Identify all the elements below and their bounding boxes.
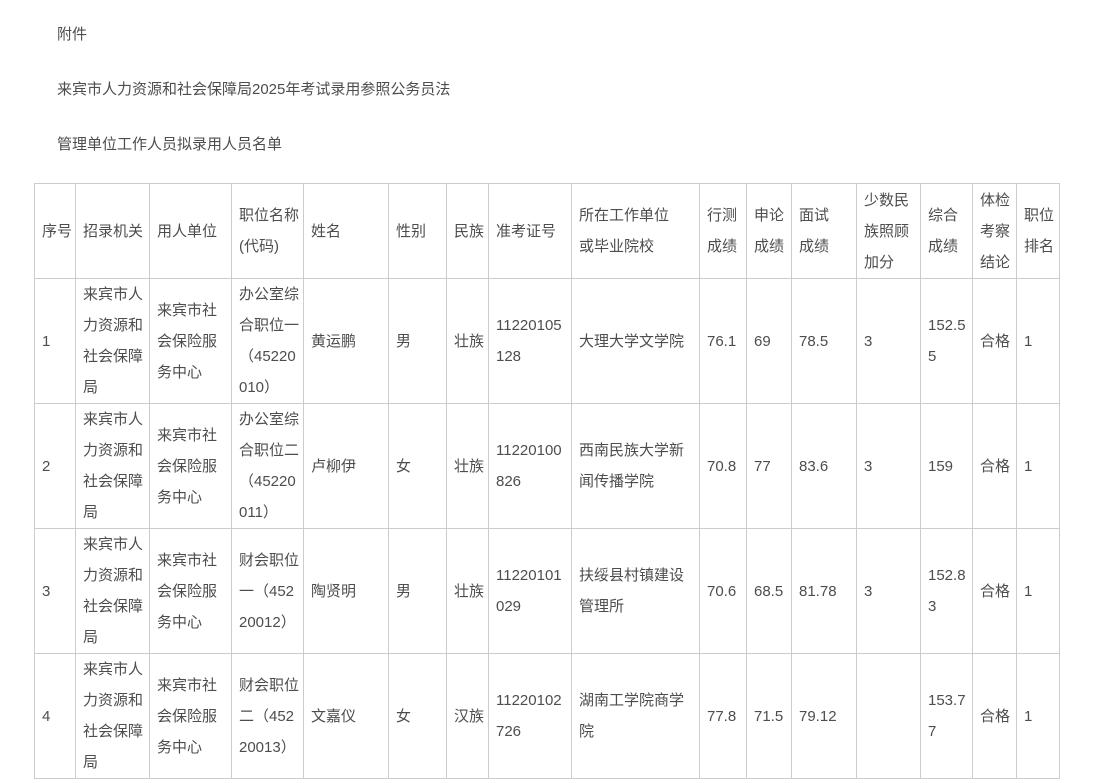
cell-name: 黄运鹏 — [303, 278, 389, 404]
cell-agency: 来宾市人力资源和社会保障局 — [75, 278, 150, 404]
cell-shenlun-score: 68.5 — [746, 528, 792, 654]
table-row: 3 来宾市人力资源和社会保障局 来宾市社会保险服务中心 财会职位一（45220012）… — [34, 528, 1060, 654]
cell-composite-score: 152.55 — [920, 278, 973, 404]
header-cell-xingce-score: 行测 成绩 — [699, 183, 747, 279]
cell-physical-review: 合格 — [972, 528, 1017, 654]
cell-agency: 来宾市人力资源和社会保障局 — [75, 528, 150, 654]
cell-agency: 来宾市人力资源和社会保障局 — [75, 403, 150, 529]
recruitment-table: 序号 招录机关 用人单位 职位名称 (代码) 姓名 性别 民族 准考证号 所在工作单位 或毕业院… — [34, 183, 1060, 779]
cell-employer: 来宾市社会保险服务中心 — [149, 653, 232, 779]
header-cell-employer: 用人单位 — [149, 183, 232, 279]
cell-minority-bonus: 3 — [856, 403, 921, 529]
cell-rank: 1 — [1016, 403, 1060, 529]
cell-composite-score: 159 — [920, 403, 973, 529]
cell-minority-bonus — [856, 653, 921, 779]
cell-ticket-no: 11220101029 — [488, 528, 572, 654]
cell-rank: 1 — [1016, 653, 1060, 779]
cell-gender: 女 — [388, 403, 447, 529]
cell-interview-score: 78.5 — [791, 278, 857, 404]
cell-composite-score: 153.77 — [920, 653, 973, 779]
cell-rank: 1 — [1016, 528, 1060, 654]
cell-name: 卢柳伊 — [303, 403, 389, 529]
cell-shenlun-score: 77 — [746, 403, 792, 529]
cell-name: 文嘉仪 — [303, 653, 389, 779]
cell-xingce-score: 77.8 — [699, 653, 747, 779]
cell-position: 财会职位一（45220012） — [231, 528, 304, 654]
cell-shenlun-score: 69 — [746, 278, 792, 404]
cell-ethnicity: 汉族 — [446, 653, 489, 779]
cell-ticket-no: 11220100826 — [488, 403, 572, 529]
cell-ticket-no: 11220105128 — [488, 278, 572, 404]
cell-name: 陶贤明 — [303, 528, 389, 654]
header-cell-shenlun-score: 申论 成绩 — [746, 183, 792, 279]
cell-shenlun-score: 71.5 — [746, 653, 792, 779]
cell-ethnicity: 壮族 — [446, 278, 489, 404]
cell-work-unit: 湖南工学院商学院 — [571, 653, 700, 779]
cell-agency: 来宾市人力资源和社会保障局 — [75, 653, 150, 779]
cell-physical-review: 合格 — [972, 278, 1017, 404]
table-row: 1 来宾市人力资源和社会保障局 来宾市社会保险服务中心 办公室综合职位一（452200… — [34, 278, 1060, 404]
header-cell-rank: 职位 排名 — [1016, 183, 1060, 279]
header-cell-physical-review: 体检 考察 结论 — [972, 183, 1017, 279]
header-cell-position: 职位名称 (代码) — [231, 183, 304, 279]
header-cell-work-unit: 所在工作单位 或毕业院校 — [571, 183, 700, 279]
cell-interview-score: 81.78 — [791, 528, 857, 654]
attachment-label: 附件 — [57, 26, 88, 43]
cell-position: 办公室综合职位二（45220011） — [231, 403, 304, 529]
cell-work-unit: 扶绥县村镇建设管理所 — [571, 528, 700, 654]
header-cell-gender: 性别 — [388, 183, 447, 279]
cell-employer: 来宾市社会保险服务中心 — [149, 403, 232, 529]
cell-composite-score: 152.83 — [920, 528, 973, 654]
cell-employer: 来宾市社会保险服务中心 — [149, 278, 232, 404]
cell-no: 4 — [34, 653, 76, 779]
cell-physical-review: 合格 — [972, 403, 1017, 529]
cell-no: 3 — [34, 528, 76, 654]
header-cell-ethnicity: 民族 — [446, 183, 489, 279]
table-row: 4 来宾市人力资源和社会保障局 来宾市社会保险服务中心 财会职位二（45220013）… — [34, 653, 1060, 779]
cell-employer: 来宾市社会保险服务中心 — [149, 528, 232, 654]
cell-xingce-score: 70.6 — [699, 528, 747, 654]
header-cell-no: 序号 — [34, 183, 76, 279]
cell-ethnicity: 壮族 — [446, 403, 489, 529]
cell-gender: 女 — [388, 653, 447, 779]
cell-work-unit: 西南民族大学新闻传播学院 — [571, 403, 700, 529]
cell-gender: 男 — [388, 278, 447, 404]
header-cell-minority-bonus: 少数民 族照顾 加分 — [856, 183, 921, 279]
cell-rank: 1 — [1016, 278, 1060, 404]
cell-ticket-no: 11220102726 — [488, 653, 572, 779]
cell-physical-review: 合格 — [972, 653, 1017, 779]
header-row: 序号 招录机关 用人单位 职位名称 (代码) 姓名 性别 民族 准考证号 所在工作单位 或毕业院… — [34, 183, 1060, 279]
cell-minority-bonus: 3 — [856, 528, 921, 654]
cell-ethnicity: 壮族 — [446, 528, 489, 654]
cell-xingce-score: 76.1 — [699, 278, 747, 404]
cell-interview-score: 83.6 — [791, 403, 857, 529]
header-cell-agency: 招录机关 — [75, 183, 150, 279]
cell-position: 财会职位二（45220013） — [231, 653, 304, 779]
cell-no: 1 — [34, 278, 76, 404]
cell-gender: 男 — [388, 528, 447, 654]
cell-minority-bonus: 3 — [856, 278, 921, 404]
header-cell-name: 姓名 — [303, 183, 389, 279]
header-cell-ticket-no: 准考证号 — [488, 183, 572, 279]
document-title-line-2: 管理单位工作人员拟录用人员名单 — [57, 136, 283, 153]
table-row: 2 来宾市人力资源和社会保障局 来宾市社会保险服务中心 办公室综合职位二（452200… — [34, 403, 1060, 529]
cell-no: 2 — [34, 403, 76, 529]
document-title-line-1: 来宾市人力资源和社会保障局2025年考试录用参照公务员法 — [57, 81, 451, 98]
cell-xingce-score: 70.8 — [699, 403, 747, 529]
header-cell-composite-score: 综合 成绩 — [920, 183, 973, 279]
cell-work-unit: 大理大学文学院 — [571, 278, 700, 404]
cell-position: 办公室综合职位一（45220010） — [231, 278, 304, 404]
cell-interview-score: 79.12 — [791, 653, 857, 779]
header-cell-interview-score: 面试 成绩 — [791, 183, 857, 279]
